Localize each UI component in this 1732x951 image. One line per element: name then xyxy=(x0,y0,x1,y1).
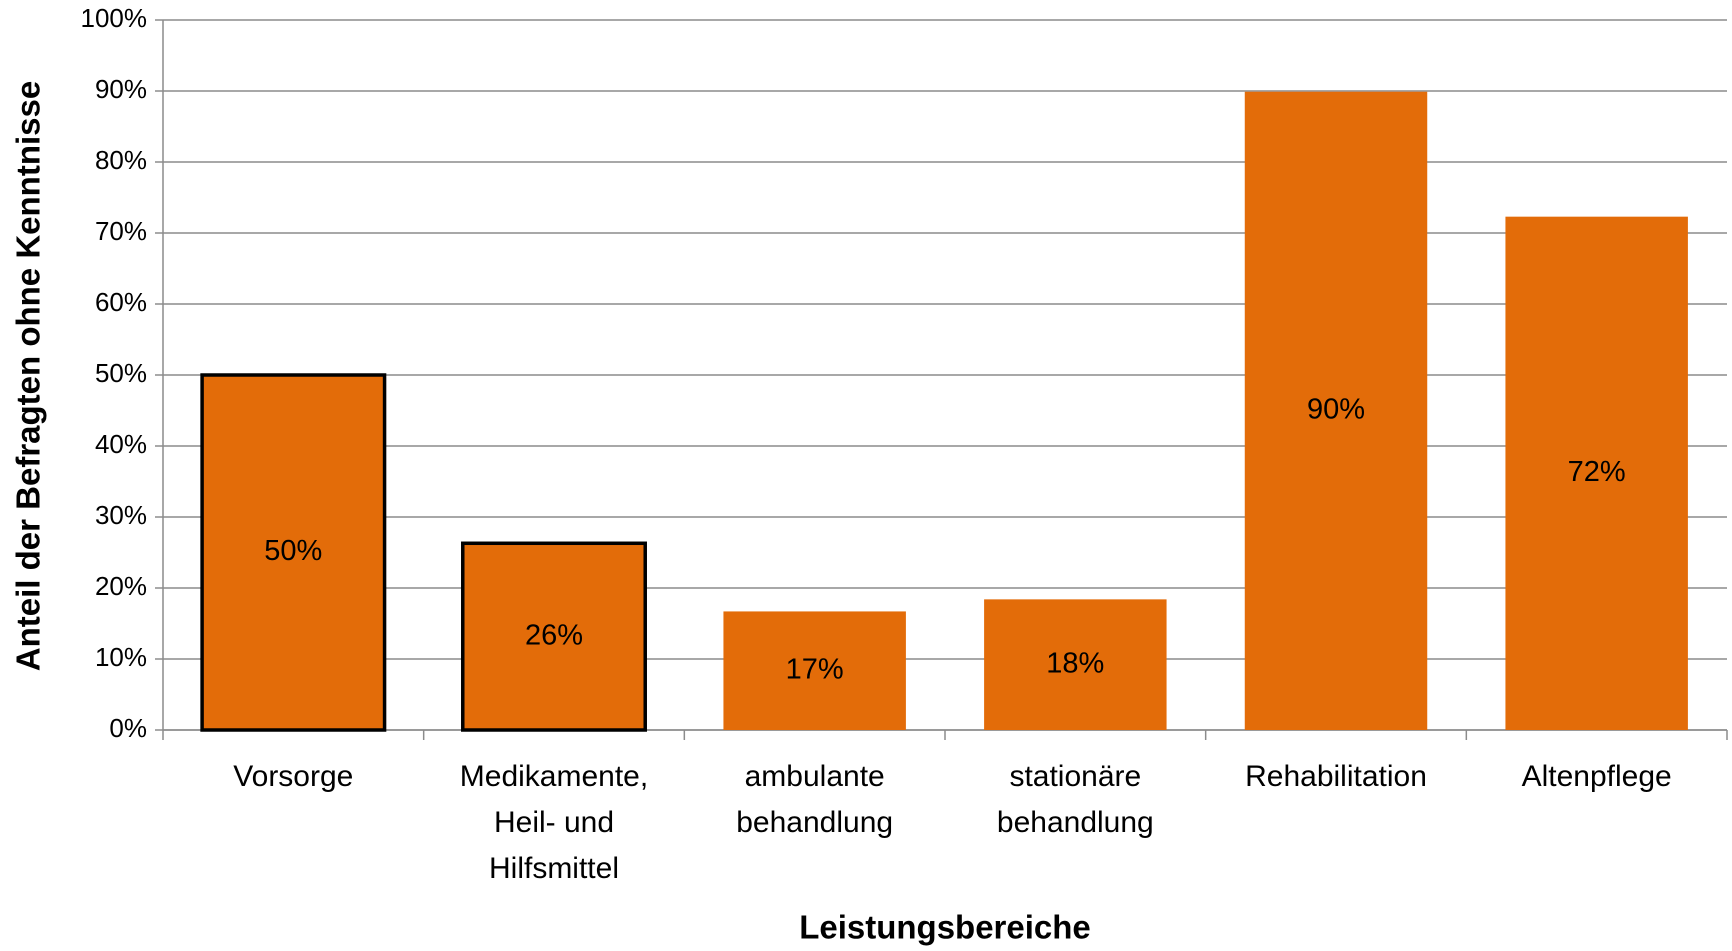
value-label: 26% xyxy=(525,619,583,651)
bar xyxy=(1505,216,1688,731)
y-tick-label: 50% xyxy=(95,358,147,388)
bar xyxy=(200,373,387,732)
y-tick-label: 60% xyxy=(95,287,147,317)
x-tick-label: Rehabilitation xyxy=(1245,760,1427,793)
x-tick-label: Hilfsmittel xyxy=(489,852,619,885)
y-tick-label: 40% xyxy=(95,429,147,459)
x-tick-label: Vorsorge xyxy=(233,760,353,793)
y-tick-label: 90% xyxy=(95,74,147,104)
y-tick-label: 70% xyxy=(95,216,147,246)
bar xyxy=(723,611,906,730)
x-tick-label: stationäre xyxy=(1009,760,1141,793)
x-tick-label: Heil- und xyxy=(494,806,614,839)
y-tick-label: 30% xyxy=(95,500,147,530)
value-label: 18% xyxy=(1046,647,1104,679)
x-axis-title: Leistungsbereiche xyxy=(799,909,1091,946)
x-tick-label: ambulante xyxy=(745,760,885,793)
x-tick-label: behandlung xyxy=(736,806,893,839)
bar xyxy=(461,541,647,732)
y-tick-label: 100% xyxy=(81,3,148,33)
bar xyxy=(1244,91,1428,730)
value-label: 50% xyxy=(264,535,322,567)
y-axis-title: Anteil der Befragten ohne Kenntnisse xyxy=(10,81,47,671)
value-label: 90% xyxy=(1307,394,1365,426)
y-tick-label: 10% xyxy=(95,642,147,672)
x-tick-label: behandlung xyxy=(997,806,1154,839)
y-tick-label: 20% xyxy=(95,571,147,601)
bar xyxy=(984,599,1167,730)
value-label: 17% xyxy=(786,653,844,685)
x-tick-label: Altenpflege xyxy=(1522,760,1672,793)
y-tick-label: 80% xyxy=(95,145,147,175)
value-label: 72% xyxy=(1568,456,1626,488)
y-tick-label: 0% xyxy=(109,713,147,743)
x-tick-label: Medikamente, xyxy=(460,760,648,793)
